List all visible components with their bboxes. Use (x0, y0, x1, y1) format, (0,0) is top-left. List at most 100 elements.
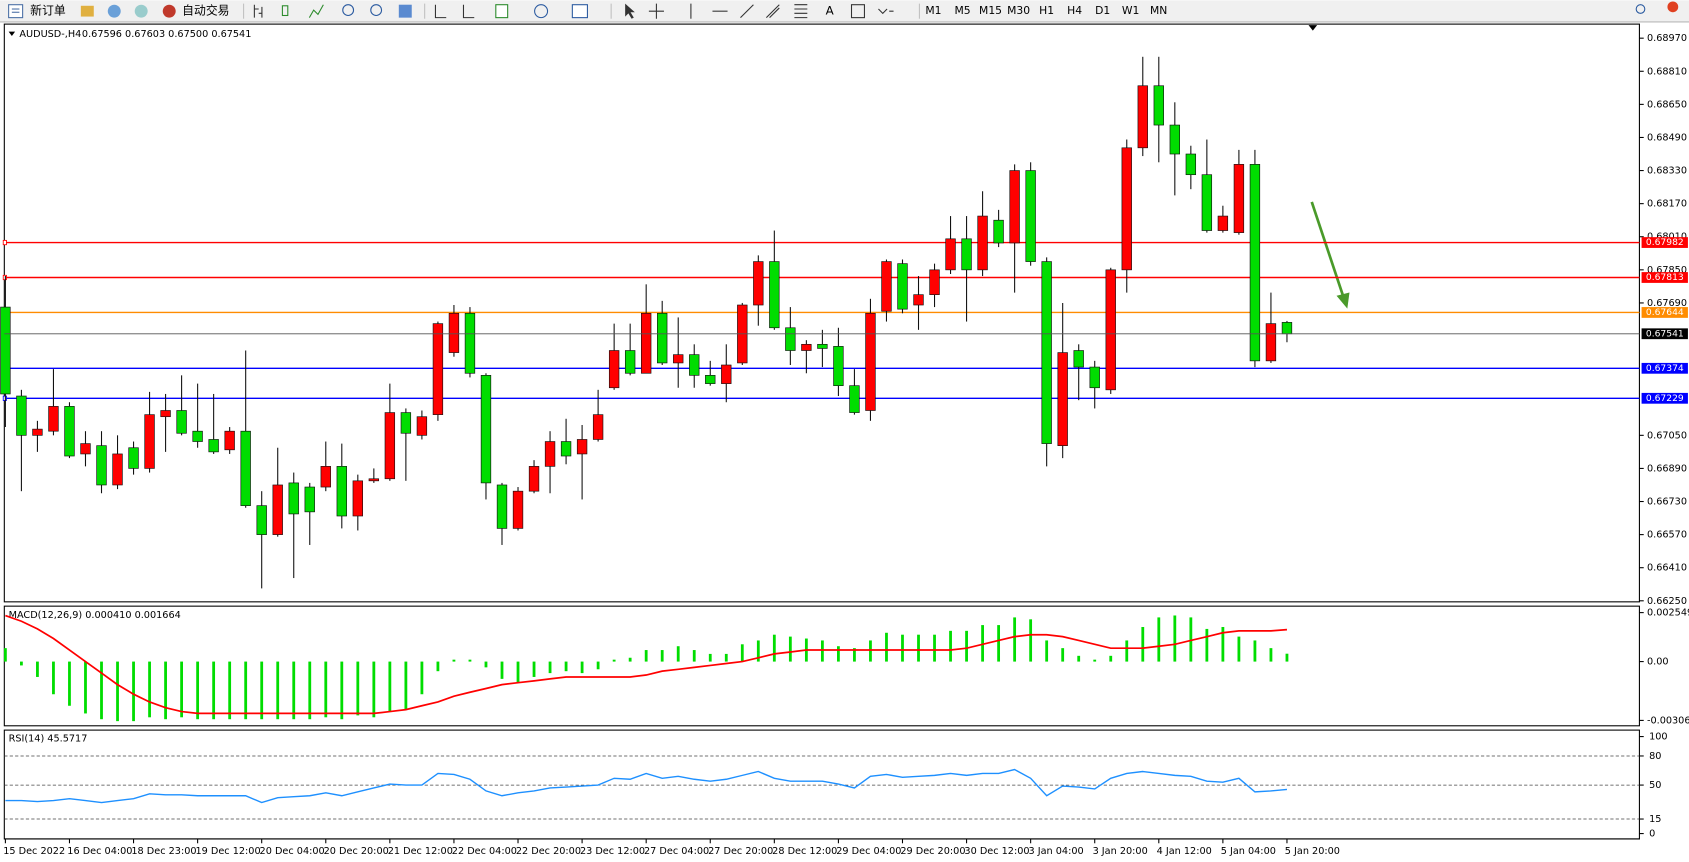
level-label-bg (1641, 362, 1688, 374)
macd-bar (692, 650, 696, 662)
icon[interactable] (107, 4, 121, 18)
templates-icon[interactable] (571, 4, 588, 19)
timeframe-button[interactable]: M1 (925, 4, 941, 17)
y-tick-label: 0.68170 (1647, 199, 1687, 210)
level-label: 0.67644 (1646, 307, 1684, 318)
channel-icon[interactable] (765, 4, 780, 19)
candle-body (769, 261, 780, 329)
candle-body (352, 480, 363, 517)
candle-icon[interactable] (281, 5, 289, 17)
x-tick-label: 21 Dec 12:00 (388, 846, 453, 857)
x-tick-label: 3 Jan 04:00 (1028, 846, 1083, 857)
icon[interactable] (80, 5, 94, 17)
arrow-shaft (1310, 201, 1345, 297)
fibo-icon[interactable] (794, 4, 808, 19)
line-icon[interactable] (308, 4, 324, 18)
tile-icon[interactable] (398, 4, 412, 18)
notification-icon[interactable] (1667, 1, 1679, 13)
macd-bar (1253, 640, 1257, 662)
x-tick-label: 4 Jan 12:00 (1157, 846, 1212, 857)
timeframe-bar: M1 M5 M15 M30 H1 H4 D1 W1 MN (925, 4, 1167, 17)
timeframe-button[interactable]: M5 (954, 4, 970, 17)
macd-bar (756, 640, 760, 662)
new-order-button[interactable]: 新订单 (8, 4, 66, 19)
x-tick-label: 28 Dec 12:00 (772, 846, 837, 857)
macd-bar (708, 653, 712, 662)
x-tick-label: 5 Jan 20:00 (1285, 846, 1340, 857)
candle-body (1185, 153, 1197, 176)
label-tool[interactable] (850, 4, 865, 19)
toolbar-bg (0, 0, 1689, 22)
macd-bar (276, 661, 280, 720)
x-tick-label: 27 Dec 04:00 (644, 846, 709, 857)
timeframe-button[interactable]: H4 (1067, 4, 1082, 17)
macd-bar (1141, 627, 1145, 662)
annotation-arrow (1310, 201, 1350, 309)
cursor-icon[interactable] (625, 3, 635, 19)
candle-body (128, 447, 139, 469)
zoom-in[interactable] (342, 4, 355, 17)
y-tick-label: 80 (1649, 751, 1661, 762)
scroll-icon[interactable] (434, 4, 447, 19)
x-tick-label: 29 Dec 04:00 (836, 846, 901, 857)
bar-chart-icon[interactable] (253, 4, 263, 18)
macd-bar (260, 661, 264, 720)
macd-bar (212, 661, 216, 720)
macd-bar (148, 661, 151, 718)
y-tick-label: 0.67690 (1647, 298, 1687, 309)
timeframe-button[interactable]: W1 (1122, 4, 1140, 17)
candle-body (560, 441, 572, 457)
crosshair-icon[interactable] (648, 3, 664, 19)
timeframe-button[interactable]: MN (1150, 4, 1167, 17)
zoom-out[interactable] (370, 4, 383, 17)
candle-body (657, 312, 668, 364)
symbol-menu[interactable] (8, 31, 16, 36)
macd-bar (404, 661, 408, 710)
timeframe-button[interactable]: M30 (1007, 4, 1030, 17)
y-tick-label: 0.00 (1647, 657, 1669, 668)
macd-bar (772, 634, 776, 662)
macd-bar (1157, 617, 1161, 662)
candle-body (1281, 322, 1293, 335)
indicators-icon[interactable] (495, 4, 509, 19)
trendline-icon[interactable] (740, 4, 754, 19)
candle-body (1137, 85, 1148, 149)
candle-body (705, 375, 716, 384)
macd-bar (196, 661, 200, 720)
macd-bar (1045, 640, 1049, 662)
candle-body (208, 439, 219, 453)
macd-bar (1093, 659, 1097, 662)
shift-icon[interactable] (462, 4, 475, 19)
macd-bar (885, 632, 888, 662)
x-tick-label: 23 Dec 12:00 (580, 846, 645, 857)
rsi-line (5, 768, 1288, 804)
macd-bar (612, 659, 616, 662)
macd-bar (20, 661, 23, 666)
macd-bar (660, 650, 664, 662)
auto-trading-button[interactable]: 自动交易 (162, 4, 230, 18)
level-handle (2, 239, 7, 246)
timeframe-button[interactable]: D1 (1095, 4, 1110, 17)
timeframe-button[interactable]: H1 (1039, 4, 1054, 17)
macd-bar (68, 661, 71, 706)
macd-bar (724, 653, 728, 662)
level-label: 0.67813 (1646, 272, 1684, 283)
icon[interactable] (134, 4, 148, 18)
chart-shift-marker (1308, 25, 1318, 31)
candle-body (512, 490, 524, 529)
candle-body (288, 482, 299, 515)
text-tool[interactable]: A (826, 4, 834, 18)
search-icon[interactable] (1635, 4, 1646, 14)
timeframe-button[interactable]: M15 (979, 4, 1002, 17)
arrows-tool[interactable] (878, 8, 894, 15)
macd-bar (388, 661, 392, 712)
macd-bar (1221, 627, 1225, 662)
candle-body (1089, 366, 1100, 389)
candle-body (112, 453, 123, 486)
macd-bar (1061, 648, 1065, 662)
periods-icon[interactable] (534, 4, 549, 19)
macd-bar (1189, 617, 1193, 662)
rsi-title: RSI(14) 45.5717 (9, 734, 88, 745)
candle-body (320, 466, 331, 488)
